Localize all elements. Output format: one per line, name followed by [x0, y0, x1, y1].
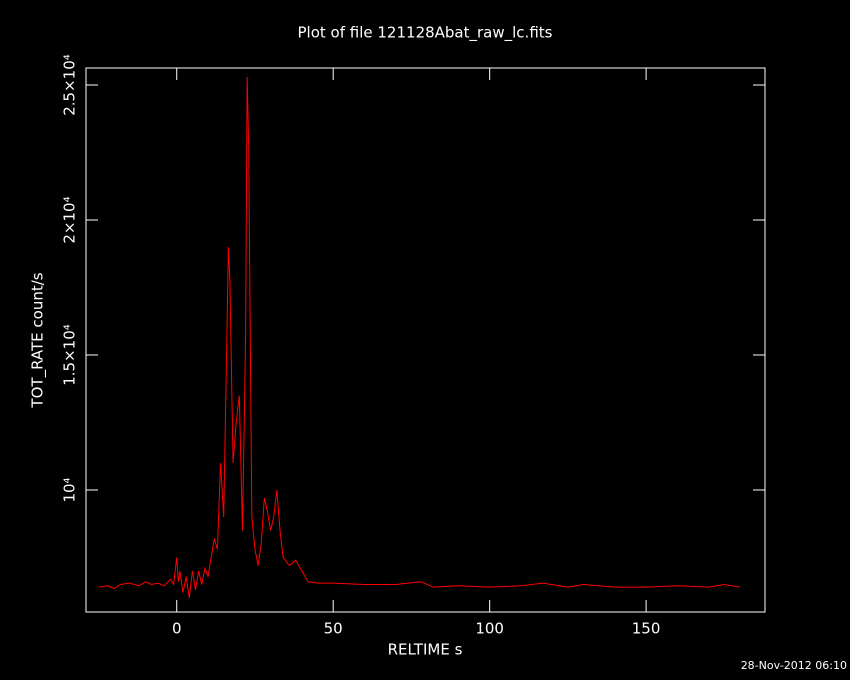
x-tick-label: 0: [172, 620, 182, 638]
y-tick-label: 2.5×10⁴: [61, 54, 79, 116]
x-tick-label: 50: [324, 620, 343, 638]
plot-frame: [85, 67, 766, 613]
chart-title: Plot of file 121128Abat_raw_lc.fits: [298, 24, 553, 43]
y-axis-label: TOT_RATE count/s: [29, 272, 48, 408]
x-tick-label: 100: [475, 620, 504, 638]
y-tick-label: 1.5×10⁴: [61, 324, 79, 386]
y-tick-label: 2×10⁴: [61, 196, 79, 243]
y-tick-label: 10⁴: [61, 477, 79, 502]
x-tick-label: 150: [632, 620, 661, 638]
data-line: [98, 76, 741, 599]
timestamp: 28-Nov-2012 06:10: [741, 659, 847, 672]
x-axis-label: RELTIME s: [388, 641, 463, 659]
